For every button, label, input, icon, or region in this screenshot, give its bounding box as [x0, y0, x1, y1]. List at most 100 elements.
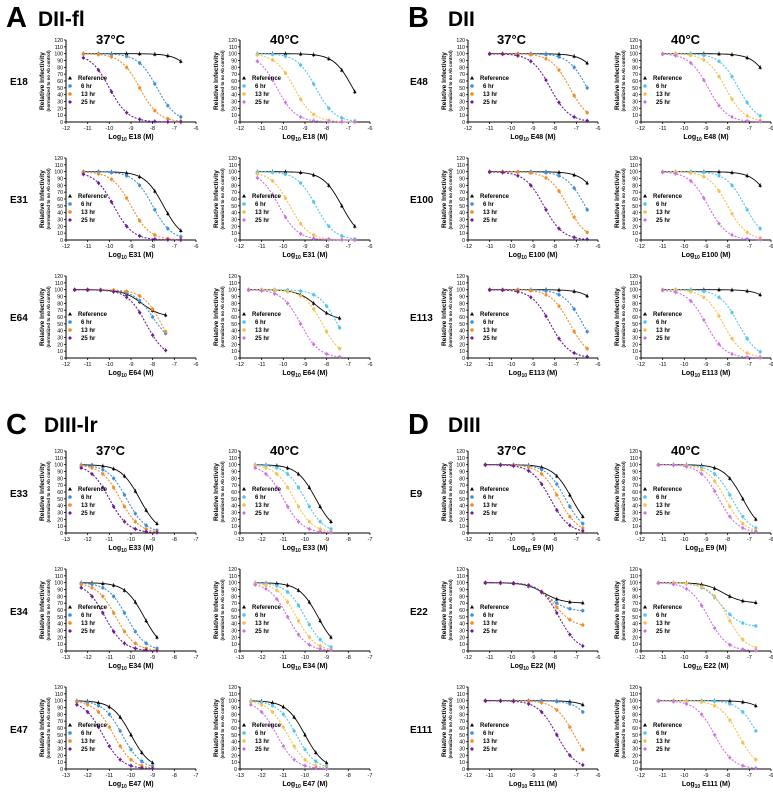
y-tick-label-e113-40: 10: [632, 349, 638, 355]
y-axis-sublabel-e34-37: (normalized to no Ab control): [46, 579, 51, 641]
data-point-h13-e113-37: [572, 329, 576, 334]
x-axis-label-e64-40: Log10 E64 (M): [282, 370, 327, 379]
y-tick-label-e34-37: 50: [57, 615, 63, 621]
x-tick-label-e34-40: -10: [301, 655, 309, 661]
data-point-h25-e111-40: [671, 699, 676, 704]
legend-marker-ref-e18-40: [242, 76, 246, 80]
data-point-h13-e111-40: [700, 700, 704, 704]
data-point-h13-e31-40: [283, 196, 288, 200]
data-point-h25-e18-40: [339, 120, 344, 124]
x-tick-label-e47-37: -13: [62, 773, 70, 779]
y-tick-label-e22-37: 110: [457, 574, 465, 580]
data-point-ref-e33-40: [329, 519, 333, 524]
data-point-h6-e33-40: [318, 520, 322, 524]
x-tick-label-e31-40: -7: [346, 244, 351, 250]
data-point-h13-e64-40: [286, 289, 290, 293]
data-point-h13-e113-40: [702, 295, 706, 299]
data-point-h25-e64-40: [285, 301, 290, 306]
data-point-h13-e22-40: [700, 585, 704, 589]
data-point-ref-e34-37: [101, 581, 105, 585]
data-point-h25-e47-40: [248, 702, 253, 707]
y-tick-label-e22-40: 10: [632, 642, 638, 648]
temp-a-37: 37°C: [96, 32, 126, 47]
data-point-h13-e31-40: [270, 179, 275, 183]
data-point-h25-e9-37: [539, 482, 544, 487]
x-tick-label-e9-37: -12: [464, 537, 472, 543]
data-point-h25-e113-37: [585, 354, 590, 359]
y-tick-label-e18-37: 70: [57, 72, 63, 78]
x-tick-label-e111-40: -10: [680, 773, 688, 779]
ab-label-e111: E111: [410, 725, 433, 736]
y-tick-label-e22-37: 70: [459, 601, 465, 607]
y-tick-label-e64-37: 10: [57, 349, 63, 355]
fit-curve-ref-e33-40: [255, 464, 332, 522]
data-point-h13-e34-40: [286, 600, 290, 604]
fit-curve-ref-e47-40: [250, 700, 327, 764]
legend-marker-h25-e18-37: [68, 100, 72, 104]
data-point-h6-e64-40: [299, 289, 303, 293]
legend-label-ref-e64-37: Reference: [78, 312, 108, 318]
y-tick-label-e33-37: 80: [57, 476, 63, 482]
legend-label-h25-e18-37: 25 hr: [81, 100, 96, 106]
y-tick-label-e113-40: 50: [632, 322, 638, 328]
data-point-h13-e111-37: [581, 747, 585, 752]
legend-marker-h13-e34-40: [242, 621, 246, 625]
y-axis-label-e48-37: Relative Infectivity: [441, 52, 448, 110]
x-tick-label-e48-37: -12: [464, 126, 472, 132]
legend-marker-h6-e64-37: [68, 320, 72, 324]
data-point-h25-e31-40: [255, 175, 260, 180]
y-tick-label-e113-37: 30: [459, 336, 465, 342]
y-tick-label-e31-40: 100: [228, 170, 237, 176]
data-point-h25-e64-37: [150, 333, 155, 338]
y-tick-label-e33-37: 50: [57, 497, 63, 503]
data-point-ref-e34-37: [111, 583, 116, 587]
y-tick-label-e64-40: 80: [231, 301, 237, 307]
data-point-h13-e113-40: [745, 351, 749, 355]
y-axis-sublabel-e18-40: (normalized to no Ab control): [220, 50, 225, 112]
panel-title-c: DIII-lr: [44, 414, 98, 437]
legend-label-h6-e18-40: 6 hr: [255, 84, 267, 90]
x-tick-label-e18-37: -9: [129, 126, 134, 132]
legend-label-h25-e18-40: 25 hr: [255, 100, 270, 106]
x-axis-label-e33-40: Log10 E33 (M): [282, 545, 327, 554]
fit-curve-h6-e22-40: [658, 582, 756, 627]
data-point-h25-e31-40: [339, 238, 344, 242]
x-tick-label-e100-37: -10: [507, 244, 515, 250]
data-point-h6-e31-40: [299, 181, 303, 185]
y-tick-label-e47-40: 10: [231, 760, 237, 766]
x-tick-label-e34-40: -13: [236, 655, 244, 661]
legend-label-ref-e113-40: Reference: [653, 312, 683, 318]
x-tick-label-e31-37: -8: [150, 244, 155, 250]
y-tick-label-e31-40: 20: [231, 224, 237, 230]
y-tick-label-e22-40: 50: [632, 615, 638, 621]
fit-curve-h25-e18-37: [83, 57, 181, 123]
legend-label-h6-e9-40: 6 hr: [656, 495, 668, 501]
data-point-h6-e48-40: [730, 74, 734, 79]
data-point-ref-e64-40: [311, 301, 316, 305]
legend-label-h13-e9-37: 13 hr: [483, 503, 498, 509]
y-tick-label-e33-37: 20: [57, 517, 63, 523]
legend-marker-ref-e100-37: [470, 194, 474, 198]
y-tick-label-e34-37: 90: [57, 588, 63, 594]
data-point-h25-e34-37: [90, 594, 94, 599]
fit-curve-h6-e18-37: [83, 53, 182, 118]
data-point-h6-e100-40: [758, 227, 762, 231]
x-axis-label-e9-37: Log10 E9 (M): [512, 545, 553, 554]
data-point-h25-e22-37: [483, 580, 488, 585]
x-tick-label-e64-40: -10: [279, 362, 287, 368]
legend-marker-h13-e22-37: [470, 621, 474, 625]
y-tick-label-e33-37: 30: [57, 511, 63, 517]
legend-label-h6-e64-37: 6 hr: [81, 320, 93, 326]
data-point-h13-e34-40: [264, 583, 268, 587]
legend-marker-h25-e48-37: [470, 100, 474, 104]
data-point-ref-e18-37: [153, 52, 157, 56]
x-tick-label-e33-37: -8: [172, 537, 177, 543]
y-tick-label-e111-40: 10: [632, 760, 638, 766]
data-point-h25-e34-40: [253, 582, 258, 587]
fit-curve-h6-e22-37: [485, 582, 583, 612]
legend-label-ref-e48-40: Reference: [653, 76, 683, 82]
fit-curve-h13-e18-40: [257, 54, 355, 123]
y-tick-label-e31-37: 60: [57, 197, 63, 203]
y-tick-label-e9-40: 40: [632, 504, 638, 510]
data-point-h25-e22-40: [656, 581, 661, 585]
